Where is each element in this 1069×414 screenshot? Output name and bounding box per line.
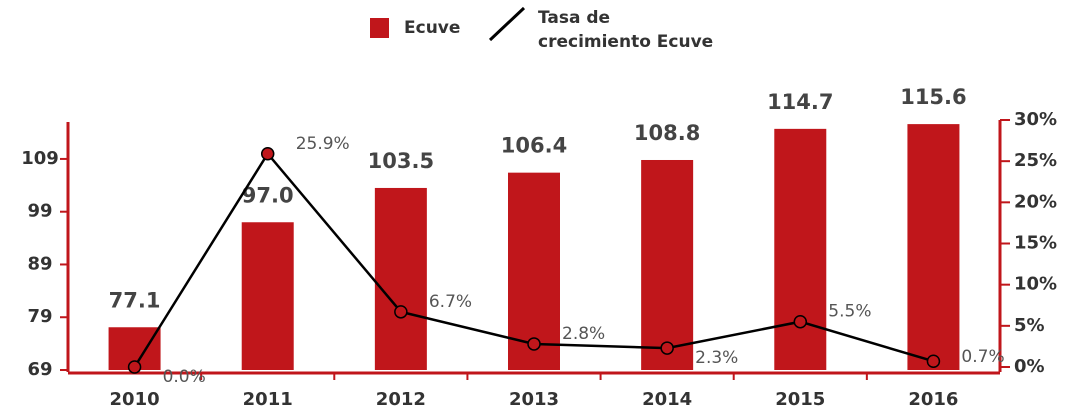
line-value-label: 2.8% [562, 324, 605, 344]
line-marker [926, 354, 941, 368]
x-tick-label: 2010 [110, 389, 160, 410]
x-tick-label: 2012 [376, 389, 426, 410]
y2-tick-label: 5% [1014, 315, 1045, 336]
bar-value-label: 97.0 [242, 183, 294, 207]
y2-tick-label: 30% [1014, 109, 1057, 130]
x-tick-label: 2016 [908, 389, 958, 410]
bar-value-label: 108.8 [634, 121, 700, 145]
line-value-label: 0.0% [163, 367, 206, 387]
line-marker [793, 314, 808, 329]
y-tick-label: 69 [27, 359, 52, 380]
bar-value-label: 106.4 [501, 134, 567, 158]
y-tick-label: 109 [21, 148, 59, 169]
bar [241, 222, 294, 370]
bar [774, 128, 827, 370]
y-tick-label: 99 [27, 201, 52, 222]
line-marker [660, 341, 674, 355]
bar-value-label: 103.5 [368, 149, 434, 173]
line-marker [394, 305, 408, 319]
y-tick-label: 89 [27, 253, 52, 274]
y2-tick-label: 25% [1014, 150, 1057, 171]
bar [374, 187, 427, 370]
legend-label: Tasa de crecimiento Ecuve [538, 8, 714, 52]
legend-line [488, 6, 526, 42]
line-value-label: 6.7% [429, 292, 472, 312]
y-tick-label: 79 [27, 306, 52, 327]
bar [907, 124, 960, 370]
line-value-label: 2.3% [695, 348, 738, 368]
line-marker [260, 147, 275, 161]
y2-tick-label: 0% [1014, 356, 1045, 377]
x-tick-label: 2015 [775, 389, 825, 410]
bar [641, 159, 694, 370]
line-marker [127, 360, 142, 374]
x-tick-label: 2013 [509, 389, 559, 410]
line-value-label: 5.5% [828, 302, 871, 322]
line-value-label: 25.9% [296, 134, 350, 154]
bar-value-label: 114.7 [767, 90, 833, 114]
x-tick-label: 2014 [642, 389, 692, 410]
y2-tick-label: 20% [1014, 191, 1057, 212]
x-tick-label: 2011 [243, 389, 293, 410]
y2-tick-label: 15% [1014, 233, 1057, 254]
bar-value-label: 77.1 [109, 288, 161, 312]
line-marker [527, 337, 541, 351]
line-value-label: 0.7% [961, 347, 1004, 367]
legend-swatch [370, 18, 389, 38]
legend-label: Ecuve [404, 18, 461, 38]
y2-tick-label: 10% [1014, 274, 1057, 295]
bar [508, 172, 560, 370]
bar-value-label: 115.6 [900, 85, 966, 109]
